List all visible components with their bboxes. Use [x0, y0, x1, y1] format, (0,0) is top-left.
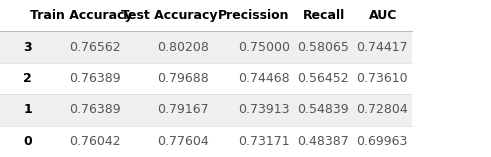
Text: Test Accuracy: Test Accuracy	[121, 9, 218, 22]
Text: 0.76562: 0.76562	[69, 41, 120, 54]
Text: 0.73610: 0.73610	[356, 72, 408, 85]
FancyBboxPatch shape	[354, 0, 412, 31]
FancyBboxPatch shape	[0, 63, 412, 94]
Text: 0.74468: 0.74468	[238, 72, 290, 85]
Text: 0.72804: 0.72804	[356, 103, 408, 116]
Text: Recall: Recall	[303, 9, 345, 22]
Text: 0.75000: 0.75000	[238, 41, 290, 54]
FancyBboxPatch shape	[0, 31, 412, 63]
Text: 0.69963: 0.69963	[356, 135, 408, 148]
FancyBboxPatch shape	[214, 0, 295, 31]
Text: 0.77604: 0.77604	[157, 135, 209, 148]
Text: 3: 3	[23, 41, 32, 54]
Text: 0.73171: 0.73171	[238, 135, 290, 148]
Text: 0.54839: 0.54839	[297, 103, 349, 116]
Text: 1: 1	[23, 103, 32, 116]
Text: 0: 0	[23, 135, 32, 148]
Text: 0.48387: 0.48387	[297, 135, 349, 148]
Text: 0.79167: 0.79167	[157, 103, 209, 116]
FancyBboxPatch shape	[0, 126, 412, 157]
Text: 0.58065: 0.58065	[297, 41, 349, 54]
FancyBboxPatch shape	[0, 94, 412, 126]
Text: 0.76042: 0.76042	[69, 135, 120, 148]
FancyBboxPatch shape	[295, 0, 354, 31]
Text: 0.73913: 0.73913	[238, 103, 290, 116]
Text: 0.76389: 0.76389	[69, 103, 120, 116]
Text: AUC: AUC	[369, 9, 397, 22]
Text: 0.80208: 0.80208	[157, 41, 209, 54]
Text: 0.56452: 0.56452	[297, 72, 349, 85]
Text: 2: 2	[23, 72, 32, 85]
Text: 0.76389: 0.76389	[69, 72, 120, 85]
FancyBboxPatch shape	[125, 0, 214, 31]
Text: Precission: Precission	[218, 9, 290, 22]
Text: 0.74417: 0.74417	[356, 41, 408, 54]
Text: Train Accuracy: Train Accuracy	[29, 9, 133, 22]
FancyBboxPatch shape	[37, 0, 125, 31]
Text: 0.79688: 0.79688	[157, 72, 209, 85]
